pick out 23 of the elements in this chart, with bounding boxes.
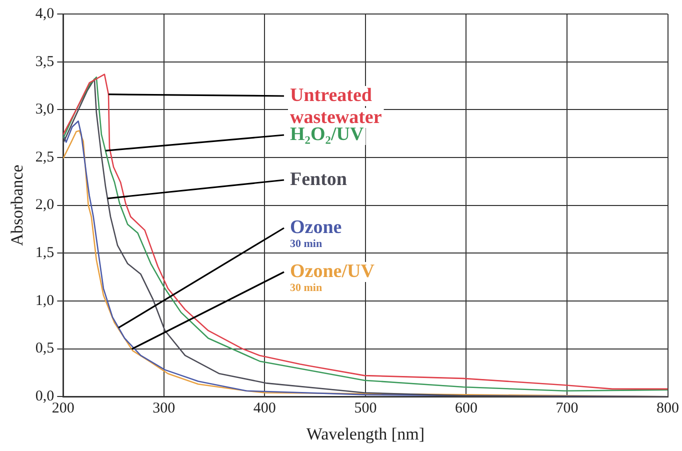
- x-tick-label: 300: [152, 400, 176, 417]
- x-tick-label: 200: [52, 400, 74, 417]
- y-tick-label: 2,5: [35, 149, 54, 166]
- y-tick-label: 4,0: [35, 6, 54, 22]
- y-tick-label: 1,5: [35, 245, 54, 262]
- y-axis-title: Absorbance: [8, 164, 27, 246]
- y-tick-label: 3,0: [35, 102, 54, 118]
- y-tick-label: 0,0: [35, 388, 54, 405]
- text: Untreated wastewater: [290, 84, 382, 128]
- text: H₂O₂/UV: [290, 124, 364, 145]
- text: Fenton: [290, 168, 348, 190]
- y-tick-label: 1,0: [35, 292, 54, 309]
- x-tick-label: 800: [656, 400, 679, 417]
- x-tick-label: 600: [454, 400, 478, 417]
- x-tick-label: 700: [556, 400, 578, 417]
- x-tick-label: 400: [253, 400, 276, 417]
- y-tick-label: 3,5: [35, 54, 54, 70]
- text: Ozone/UV 30 min: [290, 260, 375, 294]
- y-tick-label: 0,5: [35, 340, 54, 357]
- x-axis-title: Wavelength [nm]: [306, 424, 424, 444]
- x-tick-label: 500: [354, 400, 377, 417]
- text: Ozone 30 min: [290, 216, 342, 250]
- y-tick-label: 2,0: [35, 197, 54, 214]
